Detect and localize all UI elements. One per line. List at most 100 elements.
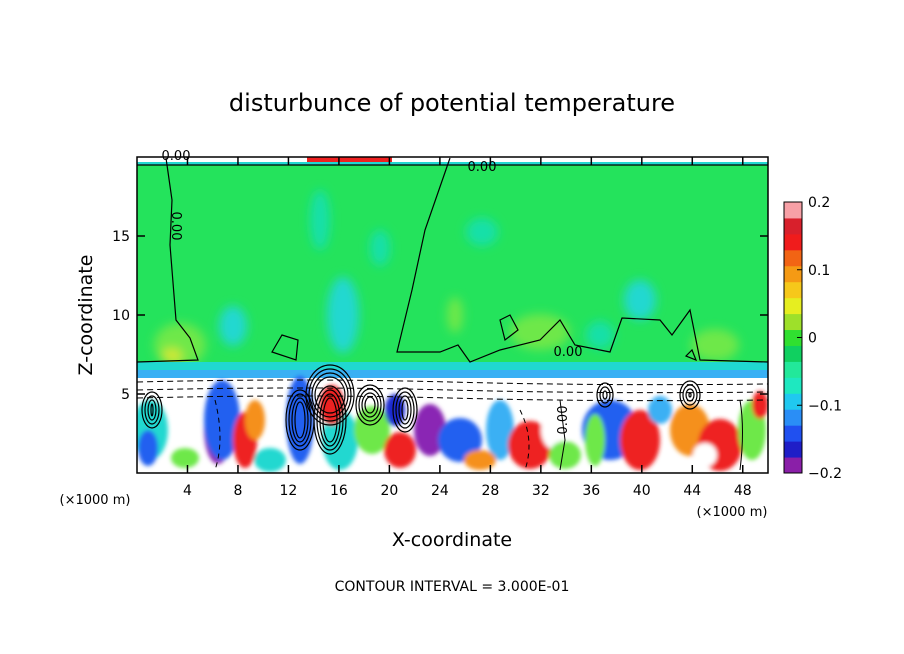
colorbar-swatch <box>784 233 802 251</box>
colorbar: 0.2 0.1 0 −0.1 −0.2 <box>783 195 842 482</box>
colorbar-swatch <box>784 249 802 267</box>
field-blob <box>447 297 463 333</box>
field-top-red <box>307 157 392 163</box>
colorbar-swatch <box>784 265 802 283</box>
field-top-strip <box>137 157 768 163</box>
x-axis: 4 8 12 16 20 24 28 32 36 40 44 48 <box>183 157 752 499</box>
colorbar-swatch <box>784 281 802 299</box>
field-blob <box>486 400 514 460</box>
field-band-cyan <box>137 362 768 372</box>
y-tick-label: 15 <box>112 229 130 245</box>
contour-cell <box>679 380 701 410</box>
colorbar-swatch <box>784 313 802 331</box>
field-blob <box>254 448 286 472</box>
x-tick-label: 36 <box>582 483 600 499</box>
contour-cell <box>319 393 341 447</box>
field-blob <box>620 410 660 470</box>
heatmap-field <box>137 157 768 473</box>
field-blob <box>624 280 656 320</box>
contour-cell <box>401 399 409 421</box>
x-tick-label: 24 <box>431 483 449 499</box>
field-blob <box>693 443 717 467</box>
contour-line <box>271 334 299 361</box>
x-tick-label: 20 <box>380 483 398 499</box>
contour-cell <box>144 395 160 425</box>
contour-cell <box>599 386 611 404</box>
contour-cell <box>322 397 338 443</box>
x-tick-label: 12 <box>280 483 298 499</box>
contour-line <box>137 157 199 363</box>
contour-line <box>684 348 698 362</box>
colorbar-swatch <box>784 345 802 362</box>
contour-cell <box>596 382 614 408</box>
contour-cell <box>682 384 698 406</box>
field-blob <box>162 348 182 364</box>
contour-cell <box>308 368 352 422</box>
colorbar-swatch <box>784 425 802 442</box>
contour-line <box>559 399 566 471</box>
colorbar-swatch <box>784 329 802 346</box>
contour-cell <box>688 392 692 398</box>
colorbar-swatch <box>784 409 802 426</box>
contour-cell <box>395 391 415 429</box>
contour-cell <box>311 372 349 418</box>
field-blob <box>286 376 314 464</box>
contour-cell <box>291 397 309 443</box>
x-unit-label-right: (×1000 m) <box>697 505 768 520</box>
field-blob <box>370 230 390 266</box>
contour-cell <box>398 395 412 425</box>
contour-label: 0.00 <box>556 406 571 435</box>
colorbar-tick-label: −0.1 <box>808 398 842 414</box>
colorbar-swatch <box>784 457 802 474</box>
colorbar-swatch <box>784 297 802 315</box>
x-tick-label: 8 <box>233 483 242 499</box>
contour-interval-note: CONTOUR INTERVAL = 3.000E-01 <box>335 579 570 595</box>
contour-cell <box>305 364 355 426</box>
field-blob <box>464 450 496 470</box>
field-blob <box>219 306 247 346</box>
x-tick-label: 16 <box>330 483 348 499</box>
y-axis-title: Z-coordinate <box>75 255 97 376</box>
contour-line <box>499 314 519 342</box>
contour-line <box>519 409 530 471</box>
colorbar-swatch <box>784 441 802 458</box>
contour-labels: 0.000.000.000.000.00 <box>162 149 583 434</box>
colorbar-swatch <box>784 217 802 235</box>
contour-cell <box>147 399 157 421</box>
x-axis-title: X-coordinate <box>392 529 512 551</box>
field-blob <box>245 400 265 440</box>
field-band-lightblue <box>137 370 768 378</box>
y-tick-label: 5 <box>121 387 130 403</box>
x-tick-label: 48 <box>734 483 752 499</box>
contour-cell <box>685 388 695 402</box>
field-blob <box>138 430 158 466</box>
colorbar-swatch <box>784 377 802 394</box>
colorbar-tick-label: 0 <box>808 331 817 347</box>
colorbar-swatch <box>784 393 802 410</box>
contour-cell <box>361 392 379 418</box>
contour-line <box>137 379 768 386</box>
contour-cell <box>602 390 608 400</box>
field-blob <box>549 441 581 469</box>
field-blob <box>586 321 614 349</box>
x-tick-label: 28 <box>481 483 499 499</box>
contour-cell <box>141 391 163 429</box>
colorbar-swatch <box>784 361 802 378</box>
contour-cell <box>355 384 385 426</box>
x-tick-label: 32 <box>532 483 550 499</box>
field-blob <box>438 418 482 462</box>
contour-cell <box>285 389 315 451</box>
field-blob <box>466 218 498 246</box>
y-axis: 5 10 15 <box>112 229 768 403</box>
colorbar-tick-label: 0.2 <box>808 195 830 211</box>
contour-cell <box>314 376 346 414</box>
contour-line <box>137 387 768 394</box>
field-soft-layer <box>154 190 739 367</box>
contour-cell <box>316 389 344 451</box>
field-top-cyan <box>137 162 768 165</box>
contour-cell <box>294 401 306 439</box>
field-blob <box>171 448 199 468</box>
x-unit-label-left: (×1000 m) <box>60 493 131 508</box>
contour-cell <box>288 393 312 447</box>
